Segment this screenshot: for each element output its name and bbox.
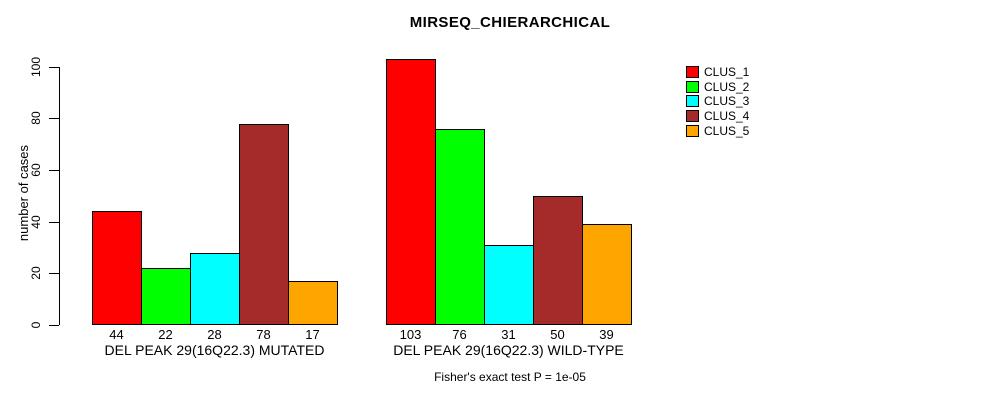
bar-value-label: 76 [452, 327, 467, 342]
y-axis-tick [49, 118, 59, 119]
bar-clus_3-group2 [484, 245, 534, 325]
y-axis-tick-label: 60 [29, 163, 43, 177]
category-label-group1: DEL PEAK 29(16Q22.3) MUTATED [104, 342, 325, 358]
bar-clus_2-group2 [435, 129, 485, 325]
legend-swatch-clus_4 [686, 110, 699, 122]
y-axis-tick [49, 325, 59, 326]
y-axis-tick [49, 273, 59, 274]
legend-label-clus_2: CLUS_2 [704, 80, 750, 94]
legend-label-clus_5: CLUS_5 [704, 124, 750, 138]
legend-swatch-clus_5 [686, 125, 699, 137]
bar-clus_4-group1 [239, 124, 289, 325]
legend-swatch-clus_1 [686, 66, 699, 78]
category-label-group2: DEL PEAK 29(16Q22.3) WILD-TYPE [393, 342, 624, 358]
bar-value-label: 28 [207, 327, 222, 342]
y-axis-tick [49, 67, 59, 68]
bar-clus_1-group1 [92, 211, 142, 325]
bar-clus_1-group2 [386, 59, 436, 325]
chart-title: MIRSEQ_CHIERARCHICAL [409, 14, 611, 31]
legend-label-clus_4: CLUS_4 [704, 109, 750, 123]
bar-value-label: 39 [599, 327, 614, 342]
fisher-test-annotation: Fisher's exact test P = 1e-05 [434, 370, 586, 384]
legend-swatch-clus_2 [686, 81, 699, 93]
bar-value-label: 50 [550, 327, 565, 342]
bar-clus_4-group2 [533, 196, 583, 325]
y-axis [59, 67, 60, 325]
bar-value-label: 103 [399, 327, 422, 342]
legend-label-clus_3: CLUS_3 [704, 94, 750, 108]
y-axis-tick-label: 40 [29, 215, 43, 229]
y-axis-tick-label: 80 [29, 111, 43, 125]
bar-clus_2-group1 [141, 268, 191, 325]
bar-value-label: 22 [158, 327, 173, 342]
bar-value-label: 17 [305, 327, 320, 342]
bar-value-label: 44 [109, 327, 124, 342]
bar-value-label: 31 [501, 327, 516, 342]
y-axis-tick-label: 20 [29, 266, 43, 280]
bar-clus_5-group2 [582, 224, 632, 325]
y-axis-tick [49, 170, 59, 171]
y-axis-tick [49, 222, 59, 223]
y-axis-tick-label: 0 [29, 321, 43, 329]
bar-value-label: 78 [256, 327, 271, 342]
bar-clus_5-group1 [288, 281, 338, 325]
legend-swatch-clus_3 [686, 95, 699, 107]
legend-label-clus_1: CLUS_1 [704, 65, 750, 79]
bar-clus_3-group1 [190, 253, 240, 325]
y-axis-tick-label: 100 [29, 56, 43, 78]
